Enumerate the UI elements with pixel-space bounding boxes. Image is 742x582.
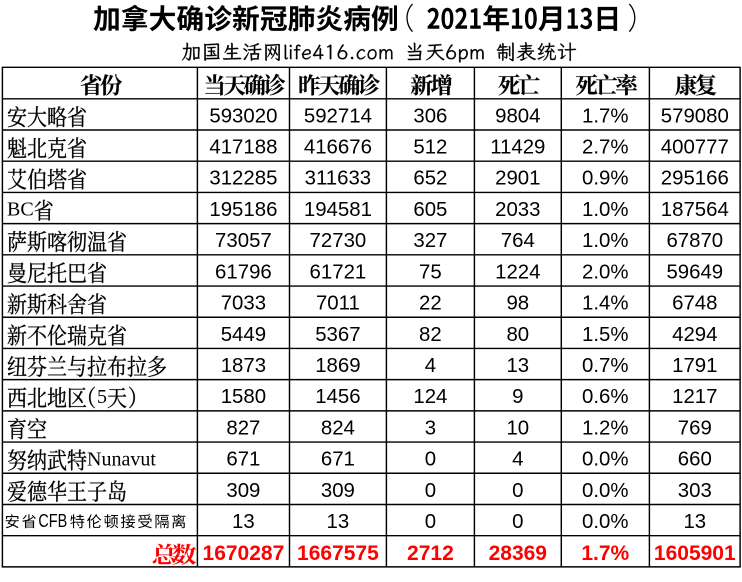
svg-text:1.5%: 1.5% [582, 324, 628, 346]
svg-text:579080: 579080 [661, 105, 729, 127]
svg-text:59649: 59649 [666, 261, 723, 283]
svg-text:0.0%: 0.0% [582, 449, 628, 471]
svg-text:0.9%: 0.9% [582, 168, 628, 190]
svg-text:0: 0 [425, 449, 436, 471]
svg-text:0: 0 [512, 511, 523, 533]
svg-text:1.2%: 1.2% [582, 417, 628, 439]
svg-text:827: 827 [226, 417, 260, 439]
svg-text:1217: 1217 [672, 386, 717, 408]
svg-text:824: 824 [321, 417, 355, 439]
svg-text:6748: 6748 [672, 293, 717, 315]
svg-text:327: 327 [413, 230, 447, 252]
svg-text:5: 5 [97, 386, 107, 408]
svg-text:5449: 5449 [221, 324, 266, 346]
svg-text:4294: 4294 [672, 324, 717, 346]
svg-text:4: 4 [425, 355, 436, 377]
svg-text:2901: 2901 [495, 168, 540, 190]
svg-text:2033: 2033 [495, 199, 540, 221]
svg-text:1456: 1456 [315, 386, 360, 408]
svg-text:75: 75 [419, 261, 442, 283]
svg-text:652: 652 [413, 168, 447, 190]
svg-text:10: 10 [506, 417, 529, 439]
svg-text:309: 309 [321, 480, 355, 502]
svg-text:417188: 417188 [209, 137, 277, 159]
svg-text:3: 3 [425, 417, 436, 439]
svg-text:61796: 61796 [215, 261, 272, 283]
svg-text:9: 9 [512, 386, 523, 408]
svg-text:769: 769 [678, 417, 712, 439]
svg-text:1.7%: 1.7% [581, 542, 629, 565]
svg-text:764: 764 [501, 230, 535, 252]
svg-text:1.4%: 1.4% [582, 293, 628, 315]
svg-text:1670287: 1670287 [203, 542, 285, 565]
svg-text:0.0%: 0.0% [582, 511, 628, 533]
svg-text:7011: 7011 [316, 293, 360, 315]
svg-text:660: 660 [678, 449, 712, 471]
svg-text:309: 309 [226, 480, 260, 502]
svg-text:5367: 5367 [315, 324, 360, 346]
svg-text:1667575: 1667575 [297, 542, 379, 565]
svg-text:1.0%: 1.0% [582, 199, 628, 221]
svg-text:400777: 400777 [661, 137, 729, 159]
svg-text:671: 671 [321, 449, 355, 471]
svg-text:22: 22 [419, 293, 442, 315]
svg-text:194581: 194581 [304, 199, 372, 221]
svg-text:671: 671 [226, 449, 260, 471]
svg-text:0: 0 [425, 480, 436, 502]
svg-text:0.6%: 0.6% [582, 386, 628, 408]
svg-text:295166: 295166 [661, 168, 729, 190]
svg-text:306: 306 [413, 105, 447, 127]
svg-text:4: 4 [512, 449, 523, 471]
svg-text:593020: 593020 [209, 105, 277, 127]
svg-text:1605901: 1605901 [654, 542, 736, 565]
svg-text:416676: 416676 [304, 137, 372, 159]
svg-text:1.0%: 1.0% [582, 230, 628, 252]
svg-text:2712: 2712 [407, 542, 454, 565]
svg-text:1224: 1224 [495, 261, 540, 283]
svg-text:BC: BC [7, 199, 34, 221]
svg-text:72730: 72730 [310, 230, 367, 252]
svg-text:13: 13 [327, 511, 350, 533]
svg-text:303: 303 [678, 480, 712, 502]
svg-text:80: 80 [506, 324, 529, 346]
svg-text:98: 98 [506, 293, 529, 315]
svg-text:195186: 195186 [209, 199, 277, 221]
svg-text:11429: 11429 [490, 137, 545, 159]
svg-text:13: 13 [232, 511, 255, 533]
svg-text:CFB: CFB [38, 510, 67, 531]
svg-text:82: 82 [419, 324, 442, 346]
svg-text:1.7%: 1.7% [582, 105, 628, 127]
svg-text:1580: 1580 [221, 386, 266, 408]
svg-text:605: 605 [413, 199, 447, 221]
svg-text:512: 512 [413, 137, 447, 159]
svg-text:124: 124 [413, 386, 447, 408]
svg-text:1791: 1791 [672, 355, 717, 377]
svg-text:13: 13 [506, 355, 529, 377]
svg-text:187564: 187564 [661, 199, 729, 221]
svg-text:0: 0 [512, 480, 523, 502]
svg-text:67870: 67870 [666, 230, 723, 252]
svg-text:0.7%: 0.7% [582, 355, 628, 377]
svg-text:28369: 28369 [489, 542, 547, 565]
svg-text:73057: 73057 [215, 230, 272, 252]
svg-text:61721: 61721 [310, 261, 367, 283]
svg-text:9804: 9804 [495, 105, 540, 127]
svg-text:312285: 312285 [209, 168, 277, 190]
svg-text:592714: 592714 [304, 105, 372, 127]
svg-text:13: 13 [683, 511, 706, 533]
svg-text:0.0%: 0.0% [582, 480, 628, 502]
svg-text:1869: 1869 [315, 355, 360, 377]
svg-text:1873: 1873 [221, 355, 266, 377]
svg-text:2.7%: 2.7% [582, 137, 628, 159]
svg-text:7033: 7033 [221, 293, 266, 315]
svg-text:0: 0 [425, 511, 436, 533]
svg-text:311633: 311633 [305, 168, 372, 190]
svg-text:Nunavut: Nunavut [87, 448, 156, 470]
svg-text:2.0%: 2.0% [582, 261, 628, 283]
